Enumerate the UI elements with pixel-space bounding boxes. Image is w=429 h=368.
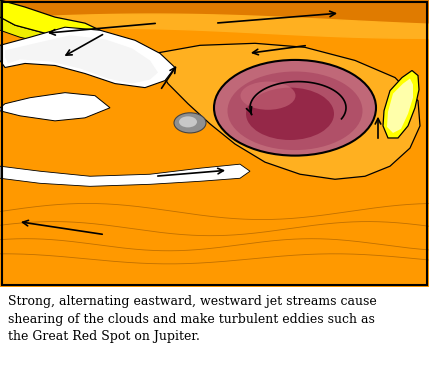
Polygon shape [0,0,100,37]
Polygon shape [0,164,250,186]
Polygon shape [0,93,110,121]
Polygon shape [0,0,429,24]
Polygon shape [0,17,115,47]
Ellipse shape [174,113,206,133]
Text: Strong, alternating eastward, westward jet streams cause
shearing of the clouds : Strong, alternating eastward, westward j… [8,295,377,343]
Ellipse shape [246,88,334,140]
Polygon shape [383,71,419,138]
Ellipse shape [179,116,197,127]
Polygon shape [0,27,175,88]
Ellipse shape [227,71,363,150]
Ellipse shape [214,60,376,156]
Polygon shape [155,43,420,179]
Polygon shape [387,78,413,133]
Polygon shape [0,14,429,38]
Ellipse shape [241,82,296,110]
Polygon shape [5,35,158,84]
